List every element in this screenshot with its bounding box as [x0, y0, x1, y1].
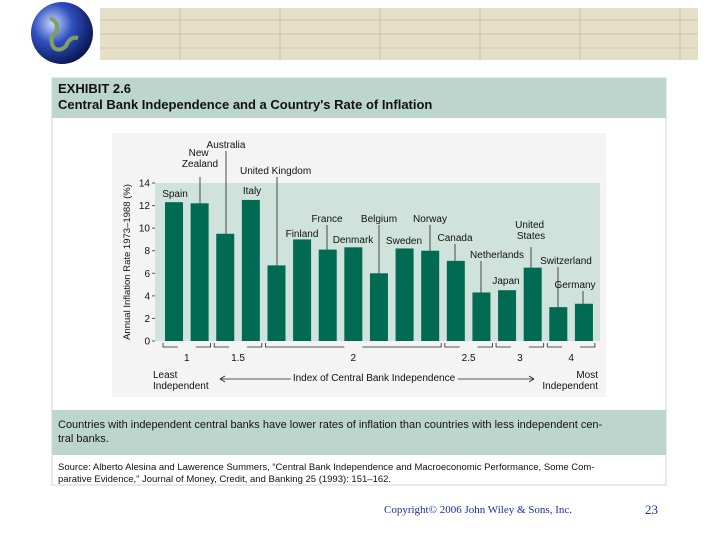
y-tick-label: 0 [144, 337, 150, 348]
y-tick-label: 8 [144, 246, 150, 257]
group-bracket [444, 343, 493, 348]
map-grid [100, 8, 698, 60]
page-number: 23 [645, 502, 658, 517]
exhibit-number: EXHIBIT 2.6 [58, 81, 131, 96]
x-axis-label-bg [290, 373, 458, 384]
y-tick-label: 10 [139, 224, 151, 235]
bar [190, 203, 209, 341]
bar [241, 199, 260, 341]
country-label: France [311, 214, 343, 225]
country-label: Japan [492, 276, 519, 287]
bar [318, 249, 337, 341]
caption-line: Countries with independent central banks… [58, 419, 603, 431]
source-line: parative Evidence,” Journal of Money, Cr… [58, 474, 391, 485]
country-label: Finland [286, 229, 319, 240]
group-label: 4 [568, 353, 574, 364]
caption-band [52, 410, 666, 455]
country-label: Australia [207, 140, 246, 151]
y-tick-label: 12 [139, 201, 151, 212]
group-bracket [546, 343, 596, 348]
group-bracket [213, 343, 263, 348]
country-label: Italy [243, 186, 261, 197]
least-label: Least [153, 370, 178, 381]
y-tick-label: 4 [144, 291, 150, 302]
bar [446, 260, 465, 341]
country-label: Netherlands [470, 250, 524, 261]
group-bracket [495, 343, 545, 348]
most-label: Most [576, 370, 598, 381]
exhibit-header [52, 78, 666, 118]
bar [395, 248, 414, 341]
group-label: 1 [184, 353, 190, 364]
bar [574, 303, 593, 341]
bar [523, 267, 542, 341]
least-label: Independent [153, 381, 209, 392]
y-tick-label: 2 [144, 314, 150, 325]
y-tick-label: 6 [144, 269, 150, 280]
country-label: New Zealand [182, 148, 218, 170]
bar [549, 307, 568, 341]
group-label: 2.5 [462, 353, 476, 364]
x-axis-label: Index of Central Bank Independence [293, 373, 456, 384]
country-label: United States [515, 220, 547, 242]
country-label: Denmark [333, 235, 375, 246]
bar [498, 290, 517, 341]
bar [472, 292, 491, 341]
group-label: 1.5 [231, 353, 245, 364]
y-axis-label: Annual Inflation Rate 1973–1988 (%) [122, 184, 133, 340]
bar [267, 265, 286, 341]
country-label: Germany [554, 280, 595, 291]
caption-line: tral banks. [58, 433, 109, 445]
country-label: Norway [413, 214, 447, 225]
bar [165, 202, 183, 341]
most-label: Independent [542, 381, 598, 392]
group-bracket [265, 343, 442, 348]
bar [293, 239, 312, 341]
globe-land [49, 16, 79, 52]
country-label: Spain [162, 189, 188, 200]
source-line: Source: Alberto Alesina and Lawerence Su… [58, 462, 595, 473]
group-label: 2 [351, 353, 357, 364]
copyright: Copyright© 2006 John Wiley & Sons, Inc. [384, 504, 572, 516]
country-label: Canada [437, 233, 472, 244]
group-label: 3 [517, 353, 523, 364]
country-label: Switzerland [540, 256, 592, 267]
country-label: United Kingdom [240, 166, 311, 177]
country-label: Sweden [386, 236, 422, 247]
bar [369, 273, 388, 341]
exhibit-title: Central Bank Independence and a Country'… [58, 97, 432, 112]
globe [31, 2, 93, 64]
bar [216, 233, 235, 341]
bar [421, 250, 440, 341]
country-label: Belgium [361, 214, 397, 225]
bar [344, 247, 363, 341]
y-tick-label: 14 [139, 179, 151, 190]
group-bracket [162, 343, 212, 348]
